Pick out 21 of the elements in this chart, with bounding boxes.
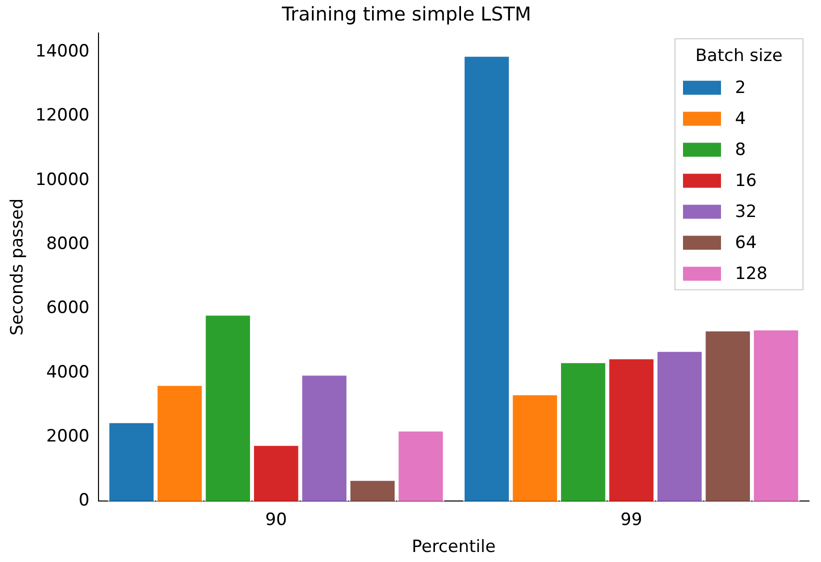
x-tick-label: 99 [620, 510, 642, 530]
y-tick-label: 10000 [35, 170, 90, 190]
legend-label: 8 [735, 140, 746, 160]
x-tick-label: 90 [265, 510, 287, 530]
legend-title: Batch size [695, 46, 783, 66]
x-axis-title: Percentile [412, 537, 496, 558]
legend-label: 2 [735, 78, 746, 98]
y-tick-label: 6000 [46, 298, 90, 318]
y-tick-label: 14000 [35, 41, 90, 62]
legend-label: 4 [735, 109, 746, 130]
y-tick-label: 4000 [46, 362, 90, 382]
legend-label: 16 [735, 171, 757, 192]
y-tick-label: 8000 [46, 234, 90, 254]
legend-label: 128 [735, 264, 768, 284]
y-tick-label: 2000 [46, 426, 90, 446]
y-axis-title: Seconds passed [8, 198, 28, 336]
legend-label: 32 [735, 202, 757, 222]
chart-title: Training time simple LSTM [280, 3, 532, 26]
y-tick-label: 12000 [35, 106, 90, 126]
legend-label: 64 [735, 233, 757, 254]
y-tick-label: 0 [78, 490, 90, 511]
